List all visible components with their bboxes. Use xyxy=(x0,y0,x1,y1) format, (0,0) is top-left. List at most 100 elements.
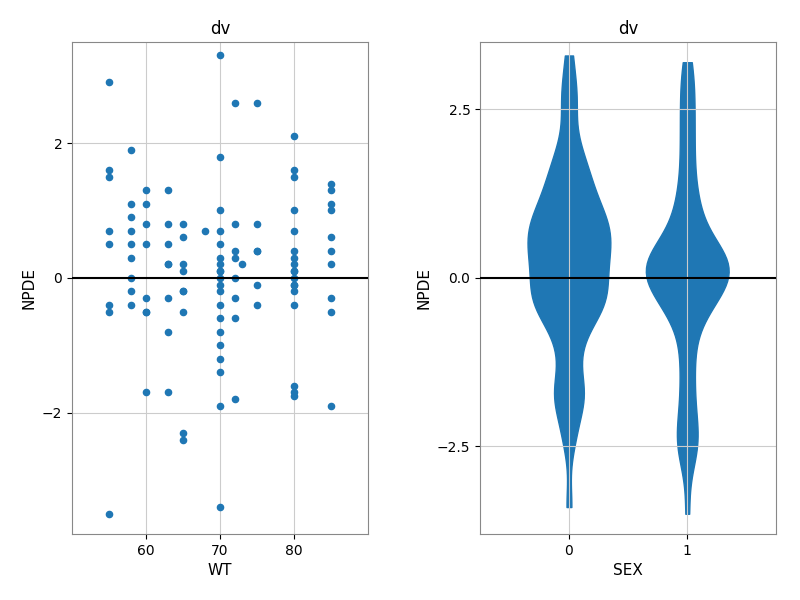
Point xyxy=(325,293,338,303)
Point xyxy=(287,280,300,289)
Point xyxy=(287,226,300,236)
Point xyxy=(125,253,138,262)
Point xyxy=(139,307,152,316)
Point xyxy=(214,401,226,411)
Point xyxy=(214,266,226,276)
Point xyxy=(228,253,241,262)
Point xyxy=(125,212,138,222)
Point xyxy=(125,145,138,155)
Point xyxy=(125,226,138,236)
Point xyxy=(287,165,300,175)
Point xyxy=(177,307,190,316)
Point xyxy=(102,226,115,236)
Point xyxy=(325,199,338,209)
Point xyxy=(287,388,300,397)
Point xyxy=(250,300,263,310)
Point xyxy=(287,280,300,289)
Point xyxy=(325,246,338,256)
Point xyxy=(177,266,190,276)
Point xyxy=(214,354,226,364)
Point xyxy=(287,253,300,262)
Point xyxy=(228,394,241,404)
Point xyxy=(139,307,152,316)
Point xyxy=(102,307,115,316)
Point xyxy=(214,327,226,337)
Point xyxy=(214,367,226,377)
Point xyxy=(214,239,226,249)
Point xyxy=(214,152,226,161)
Point xyxy=(228,246,241,256)
Point xyxy=(325,307,338,316)
Point xyxy=(102,165,115,175)
Point xyxy=(325,260,338,269)
Point xyxy=(228,293,241,303)
Title: dv: dv xyxy=(618,20,638,38)
Point xyxy=(325,179,338,188)
Point xyxy=(125,300,138,310)
Point xyxy=(102,77,115,87)
Point xyxy=(228,98,241,107)
Point xyxy=(139,388,152,397)
Point xyxy=(325,233,338,242)
Point xyxy=(125,273,138,283)
Point xyxy=(162,219,174,229)
Point xyxy=(177,435,190,445)
Point xyxy=(228,219,241,229)
Point xyxy=(287,381,300,391)
Point xyxy=(214,280,226,289)
Point xyxy=(162,260,174,269)
Point xyxy=(177,260,190,269)
Point xyxy=(250,280,263,289)
Point xyxy=(214,300,226,310)
Point xyxy=(162,327,174,337)
Point xyxy=(287,287,300,296)
Point xyxy=(325,185,338,195)
Point xyxy=(177,233,190,242)
Point xyxy=(214,226,226,236)
Point xyxy=(228,273,241,283)
X-axis label: WT: WT xyxy=(208,563,232,578)
Point xyxy=(250,98,263,107)
Point xyxy=(162,239,174,249)
Point xyxy=(287,300,300,310)
Point xyxy=(250,246,263,256)
Point xyxy=(139,239,152,249)
Point xyxy=(162,260,174,269)
Point xyxy=(125,199,138,209)
Point xyxy=(177,428,190,438)
Title: dv: dv xyxy=(210,20,230,38)
Point xyxy=(214,266,226,276)
Point xyxy=(139,185,152,195)
Point xyxy=(287,266,300,276)
Point xyxy=(250,246,263,256)
Point xyxy=(102,239,115,249)
Point xyxy=(125,287,138,296)
Point xyxy=(139,199,152,209)
Point xyxy=(214,273,226,283)
Point xyxy=(162,185,174,195)
Point xyxy=(214,287,226,296)
Point xyxy=(287,273,300,283)
Point xyxy=(214,253,226,262)
Point xyxy=(325,401,338,411)
Point xyxy=(287,206,300,215)
Point xyxy=(214,206,226,215)
Point xyxy=(102,172,115,182)
Point xyxy=(139,219,152,229)
Point xyxy=(102,509,115,518)
Point xyxy=(139,293,152,303)
Point xyxy=(162,388,174,397)
Point xyxy=(287,172,300,182)
Point xyxy=(325,206,338,215)
Point xyxy=(287,131,300,141)
Point xyxy=(125,239,138,249)
Point xyxy=(177,219,190,229)
Point xyxy=(102,300,115,310)
Point xyxy=(236,260,249,269)
Point xyxy=(287,260,300,269)
Y-axis label: NPDE: NPDE xyxy=(22,267,36,309)
Point xyxy=(214,50,226,60)
Point xyxy=(287,246,300,256)
Point xyxy=(228,314,241,323)
Point xyxy=(214,502,226,512)
